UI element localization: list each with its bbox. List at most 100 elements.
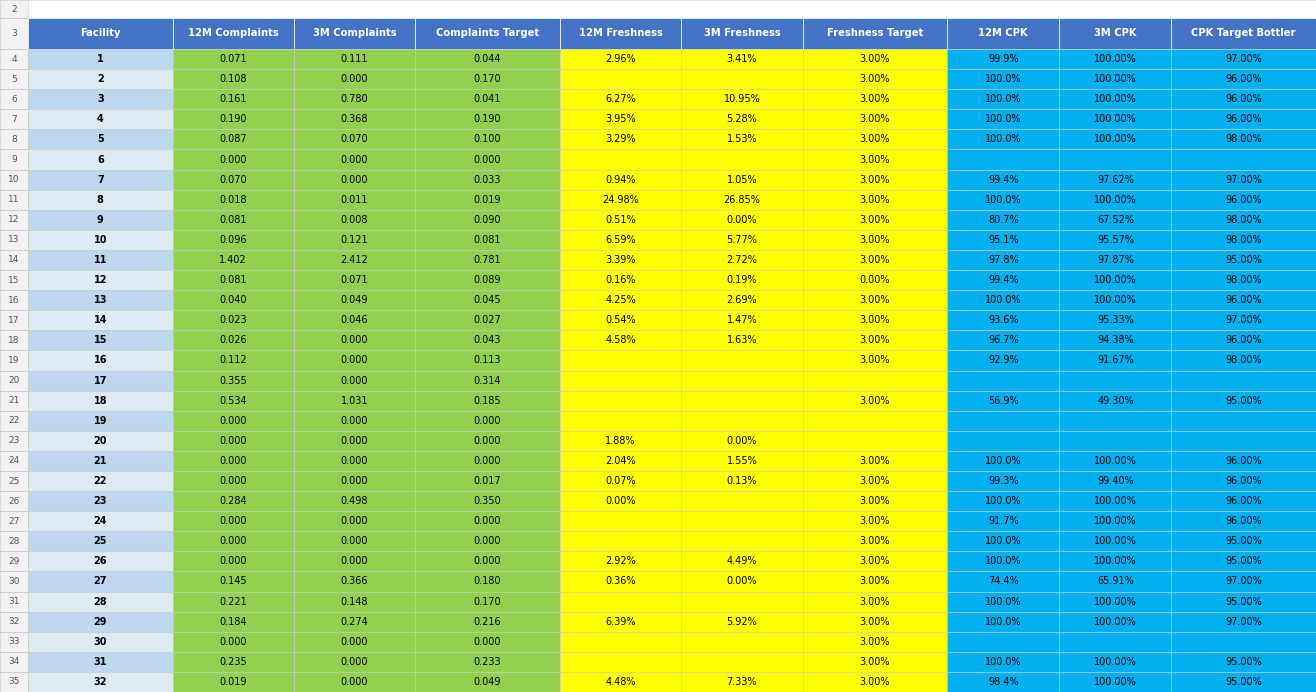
Text: 0.000: 0.000 — [341, 436, 368, 446]
Text: 0.045: 0.045 — [474, 295, 501, 305]
Text: 0.221: 0.221 — [220, 597, 247, 607]
Text: 0.170: 0.170 — [474, 74, 501, 84]
Text: 19: 19 — [8, 356, 20, 365]
Text: Freshness Target: Freshness Target — [826, 28, 923, 39]
Text: 15: 15 — [93, 336, 107, 345]
Text: 12: 12 — [8, 215, 20, 224]
Text: 0.027: 0.027 — [474, 316, 501, 325]
Text: 0.233: 0.233 — [474, 657, 501, 667]
Text: 3.00%: 3.00% — [859, 114, 890, 125]
Text: 0.000: 0.000 — [341, 376, 368, 385]
Text: 10.95%: 10.95% — [724, 94, 761, 104]
Text: 15: 15 — [8, 275, 20, 284]
Text: 98.00%: 98.00% — [1225, 275, 1262, 285]
Text: 0.54%: 0.54% — [605, 316, 636, 325]
Text: 0.16%: 0.16% — [605, 275, 636, 285]
Text: 30: 30 — [93, 637, 107, 647]
Text: 3.00%: 3.00% — [859, 476, 890, 486]
Text: 65.91%: 65.91% — [1098, 576, 1134, 587]
Text: 0.00%: 0.00% — [605, 496, 636, 506]
Text: 10: 10 — [8, 175, 20, 184]
Text: 96.00%: 96.00% — [1225, 336, 1262, 345]
Text: 24: 24 — [8, 457, 20, 466]
Text: 3.41%: 3.41% — [726, 54, 757, 64]
Text: 3.00%: 3.00% — [859, 54, 890, 64]
Text: 1.47%: 1.47% — [726, 316, 757, 325]
Text: 0.000: 0.000 — [220, 416, 247, 426]
Text: 100.00%: 100.00% — [1094, 597, 1137, 607]
Text: 0.000: 0.000 — [474, 536, 501, 546]
Text: 0.000: 0.000 — [341, 174, 368, 185]
Text: 0.148: 0.148 — [341, 597, 368, 607]
Text: 4: 4 — [97, 114, 104, 125]
Text: 100.00%: 100.00% — [1094, 194, 1137, 205]
Text: 27: 27 — [8, 517, 20, 526]
Text: 92.9%: 92.9% — [988, 356, 1019, 365]
Text: 13: 13 — [93, 295, 107, 305]
Text: 97.8%: 97.8% — [988, 255, 1019, 265]
Text: 0.011: 0.011 — [341, 194, 368, 205]
Text: 22: 22 — [8, 416, 20, 426]
Text: 3M Complaints: 3M Complaints — [313, 28, 396, 39]
Text: 0.000: 0.000 — [474, 436, 501, 446]
Text: 0.081: 0.081 — [220, 215, 247, 225]
Text: 0.190: 0.190 — [474, 114, 501, 125]
Text: 4.48%: 4.48% — [605, 677, 636, 687]
Text: 3M Freshness: 3M Freshness — [704, 28, 780, 39]
Text: 3.00%: 3.00% — [859, 496, 890, 506]
Text: 100.0%: 100.0% — [984, 194, 1021, 205]
Text: 17: 17 — [93, 376, 107, 385]
Text: 0.070: 0.070 — [341, 134, 368, 145]
Text: 0.000: 0.000 — [341, 154, 368, 165]
Text: 3.00%: 3.00% — [859, 516, 890, 526]
Text: 33: 33 — [8, 637, 20, 646]
Text: 100.0%: 100.0% — [984, 657, 1021, 667]
Text: 100.0%: 100.0% — [984, 536, 1021, 546]
Text: 91.7%: 91.7% — [988, 516, 1019, 526]
Text: 0.13%: 0.13% — [726, 476, 757, 486]
Text: 5: 5 — [97, 134, 104, 145]
Text: 0.368: 0.368 — [341, 114, 368, 125]
Text: 12M Freshness: 12M Freshness — [579, 28, 662, 39]
Text: 0.185: 0.185 — [474, 396, 501, 406]
Text: 26: 26 — [8, 497, 20, 506]
Text: 3.29%: 3.29% — [605, 134, 636, 145]
Text: 4.58%: 4.58% — [605, 336, 636, 345]
Text: 3.00%: 3.00% — [859, 255, 890, 265]
Text: 96.00%: 96.00% — [1225, 114, 1262, 125]
Text: 0.023: 0.023 — [220, 316, 247, 325]
Text: 98.00%: 98.00% — [1225, 356, 1262, 365]
Text: 2.92%: 2.92% — [605, 556, 636, 566]
Text: 1.88%: 1.88% — [605, 436, 636, 446]
Text: 25: 25 — [8, 477, 20, 486]
Text: 32: 32 — [93, 677, 107, 687]
Text: 100.0%: 100.0% — [984, 74, 1021, 84]
Text: 0.000: 0.000 — [341, 456, 368, 466]
Text: 13: 13 — [8, 235, 20, 244]
Text: 100.00%: 100.00% — [1094, 496, 1137, 506]
Text: 96.00%: 96.00% — [1225, 516, 1262, 526]
Text: 0.071: 0.071 — [220, 54, 247, 64]
Text: 0.000: 0.000 — [220, 637, 247, 647]
Text: 0.111: 0.111 — [341, 54, 368, 64]
Text: 0.000: 0.000 — [474, 416, 501, 426]
Text: 8: 8 — [97, 194, 104, 205]
Text: 11: 11 — [8, 195, 20, 204]
Text: 49.30%: 49.30% — [1098, 396, 1133, 406]
Text: 31: 31 — [8, 597, 20, 606]
Text: 0.000: 0.000 — [474, 154, 501, 165]
Text: 100.00%: 100.00% — [1094, 677, 1137, 687]
Text: 0.049: 0.049 — [474, 677, 501, 687]
Text: 31: 31 — [93, 657, 107, 667]
Text: 0.000: 0.000 — [341, 356, 368, 365]
Text: 24: 24 — [93, 516, 107, 526]
Text: 2.72%: 2.72% — [726, 255, 758, 265]
Text: 3.00%: 3.00% — [859, 74, 890, 84]
Text: 1.402: 1.402 — [220, 255, 247, 265]
Text: 100.0%: 100.0% — [984, 94, 1021, 104]
Text: 3.00%: 3.00% — [859, 295, 890, 305]
Text: 0.534: 0.534 — [220, 396, 247, 406]
Text: 0.100: 0.100 — [474, 134, 501, 145]
Text: 0.51%: 0.51% — [605, 215, 636, 225]
Text: 0.071: 0.071 — [341, 275, 368, 285]
